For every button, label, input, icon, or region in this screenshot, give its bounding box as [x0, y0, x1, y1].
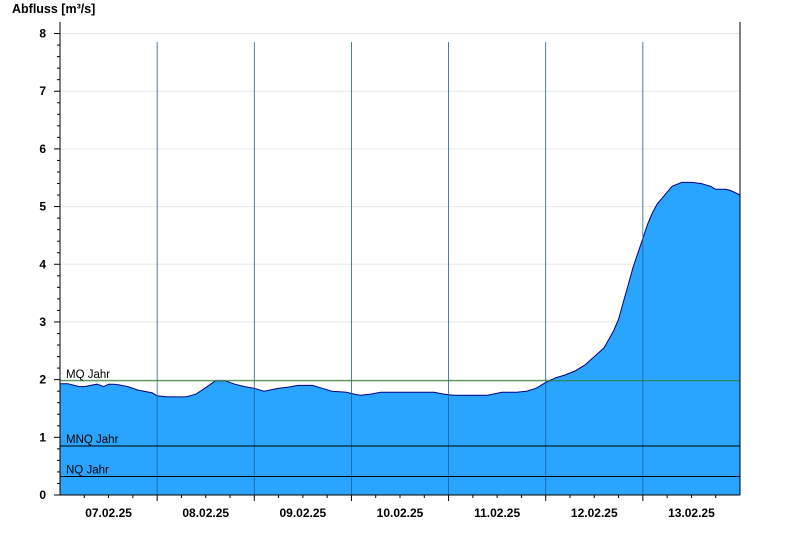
x-tick-label: 13.02.25 [668, 506, 715, 520]
x-tick-label: 11.02.25 [474, 506, 520, 520]
y-tick-label: 4 [39, 257, 46, 271]
y-tick-label: 5 [39, 200, 46, 214]
x-tick-label: 12.02.25 [571, 506, 618, 520]
y-tick-label: 1 [39, 430, 46, 444]
y-axis-title: Abfluss [m³/s] [12, 2, 95, 16]
x-tick-label: 10.02.25 [377, 506, 424, 520]
y-tick-label: 6 [39, 142, 46, 156]
discharge-line [60, 181, 741, 398]
x-tick-label: 08.02.25 [182, 506, 229, 520]
y-tick-label: 7 [39, 84, 46, 98]
reference-lines: MQ Jahr MNQ Jahr NQ Jahr [60, 369, 740, 478]
day-separators [156, 42, 644, 495]
ref-label-1: MNQ Jahr [66, 434, 119, 446]
ref-label-2: NQ Jahr [66, 465, 109, 477]
x-tick-label: 09.02.25 [279, 506, 326, 520]
discharge-area [60, 182, 740, 495]
y-tick-label: 0 [39, 488, 46, 502]
y-tick-label: 8 [39, 27, 46, 41]
y-tick-label: 3 [39, 315, 46, 329]
x-ticks: 07.02.25 08.02.25 09.02.25 10.02.25 11.02.25… [83, 495, 717, 520]
y-ticks: 0 1 2 3 4 5 6 7 8 [39, 27, 60, 502]
gridlines [60, 33, 740, 438]
y-tick-label: 2 [39, 373, 46, 387]
x-tick-label: 07.02.25 [85, 506, 132, 520]
ref-label-0: MQ Jahr [66, 369, 110, 381]
